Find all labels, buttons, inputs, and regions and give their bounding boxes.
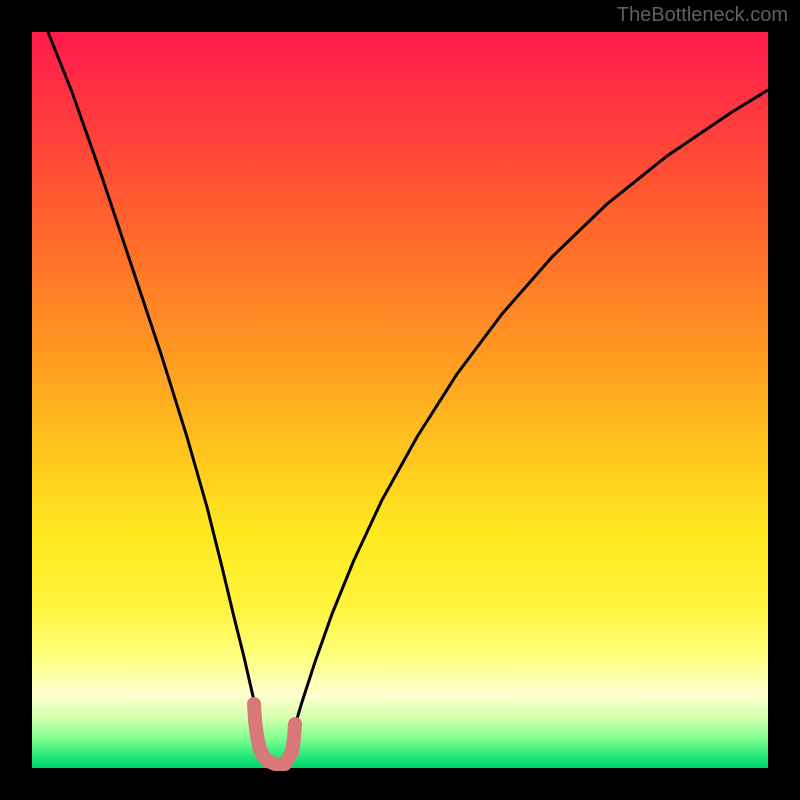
watermark-text: TheBottleneck.com (617, 4, 788, 27)
gradient-background (32, 32, 768, 768)
chart-svg (32, 32, 768, 768)
plot-area (32, 32, 768, 768)
